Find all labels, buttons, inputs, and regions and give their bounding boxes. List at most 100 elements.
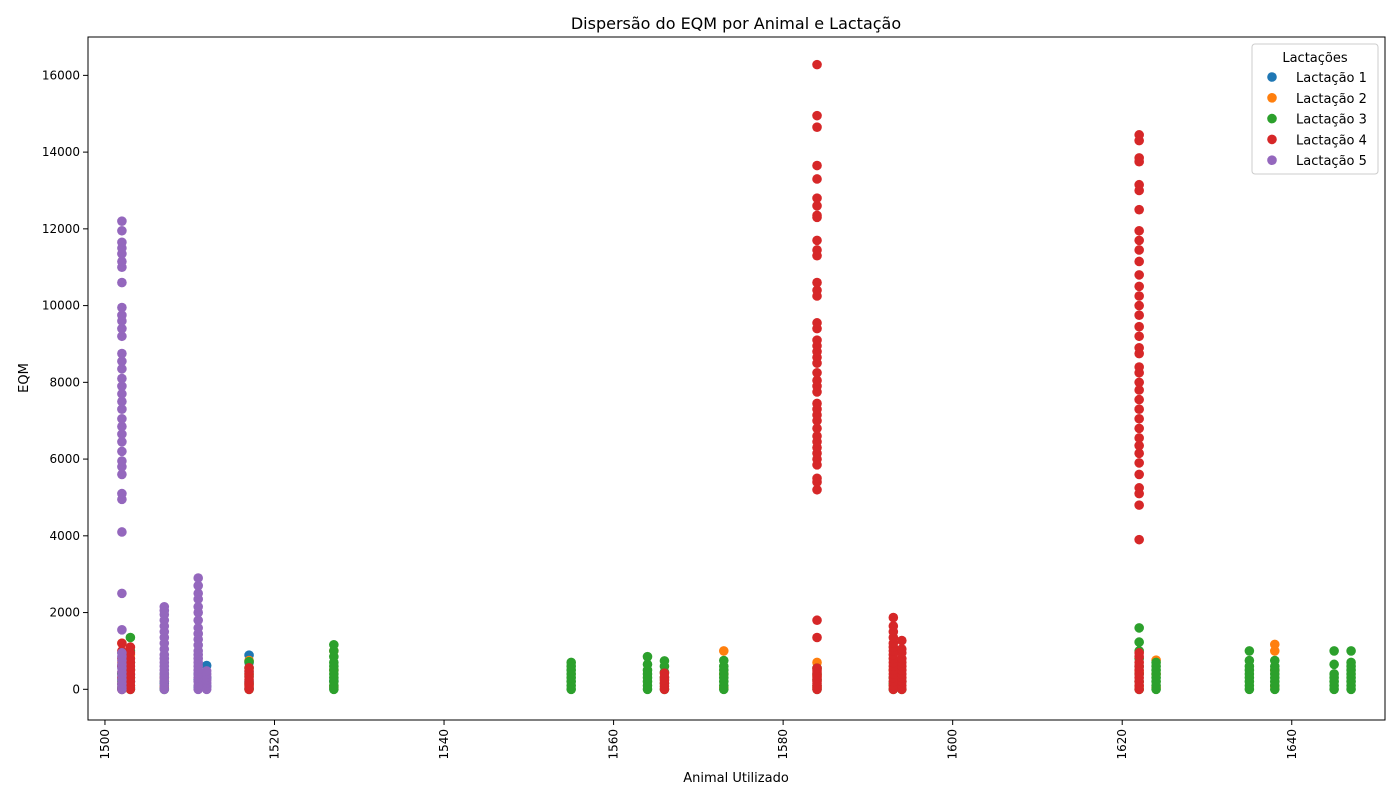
data-point: [1151, 657, 1161, 668]
data-point: [1134, 423, 1144, 434]
data-point: [117, 527, 127, 537]
data-point: [117, 373, 127, 384]
data-point: [1134, 321, 1144, 332]
legend-marker: [1267, 113, 1277, 124]
data-point: [193, 615, 204, 626]
data-point: [1134, 130, 1144, 140]
data-point: [812, 245, 822, 255]
data-point: [659, 656, 670, 666]
data-point: [812, 110, 822, 121]
data-point: [117, 404, 127, 414]
legend: Lactações Lactação 1 Lactação 2 Lactação 3…: [1251, 43, 1379, 175]
x-tick-label: 1620: [1115, 729, 1129, 760]
x-tick-label: 1640: [1285, 729, 1299, 760]
data-point: [1134, 179, 1144, 190]
data-point: [1269, 655, 1280, 666]
data-point: [812, 484, 822, 495]
y-tick-label: 0: [72, 682, 80, 696]
data-point: [812, 235, 822, 246]
data-points: [117, 59, 1356, 695]
data-point: [117, 625, 127, 635]
data-point: [193, 602, 204, 612]
data-point: [812, 632, 822, 643]
data-point: [117, 648, 127, 658]
data-point: [1244, 655, 1255, 666]
plot-frame: [87, 36, 1386, 721]
data-point: [125, 642, 136, 652]
data-point: [1134, 440, 1144, 451]
x-tick-label: 1600: [946, 729, 960, 760]
data-point: [812, 367, 822, 378]
data-point: [897, 635, 907, 646]
data-point: [1134, 404, 1144, 414]
data-point: [1134, 245, 1144, 255]
data-point: [117, 323, 127, 334]
data-point: [117, 381, 127, 391]
legend-label: Lactação 2: [1296, 92, 1367, 107]
data-point: [117, 237, 127, 248]
data-point: [1134, 534, 1144, 545]
data-point: [117, 413, 127, 424]
data-point: [117, 216, 127, 226]
legend-label: Lactação 3: [1296, 113, 1367, 128]
data-point: [117, 256, 127, 267]
data-point: [117, 356, 127, 367]
legend-entries: Lactação 1 Lactação 2 Lactação 3 Lactação 4…: [1267, 71, 1367, 169]
data-point: [897, 644, 907, 654]
legend-label: Lactação 1: [1296, 71, 1367, 86]
data-point: [1134, 281, 1144, 292]
data-point: [812, 398, 822, 409]
data-point: [812, 201, 822, 211]
data-point: [812, 210, 822, 221]
y-tick-label: 4000: [49, 529, 80, 543]
data-point: [329, 639, 339, 650]
data-point: [812, 663, 822, 673]
plot-area: [88, 37, 1385, 720]
data-point: [1134, 331, 1144, 342]
data-point: [812, 431, 822, 441]
data-point: [117, 396, 127, 407]
data-point: [1244, 646, 1255, 656]
data-point: [1134, 448, 1144, 459]
legend-marker: [1267, 93, 1277, 103]
data-point: [642, 651, 653, 662]
data-point: [117, 588, 127, 599]
legend-title: Lactações: [1282, 51, 1348, 66]
y-tick-label: 12000: [42, 222, 80, 236]
data-point: [1134, 483, 1144, 493]
data-point: [1134, 623, 1144, 633]
data-point: [1269, 639, 1280, 650]
y-tick-label: 16000: [42, 68, 80, 82]
data-point: [1134, 270, 1144, 280]
data-point: [117, 348, 127, 359]
data-point: [117, 638, 127, 649]
x-axis-ticks: 1500 1520 1540 1560 1580 1600 1620 1640: [98, 720, 1299, 760]
y-axis-ticks: 0 2000 4000 6000 8000 10000 12000 14000 16000: [42, 68, 88, 696]
y-tick-label: 2000: [49, 606, 80, 620]
data-point: [117, 277, 127, 288]
chart-title: Dispersão do EQM por Animal e Lactação: [571, 14, 901, 33]
data-point: [1329, 646, 1339, 656]
data-point: [117, 389, 127, 399]
legend-box: [1251, 43, 1379, 175]
data-point: [117, 437, 127, 447]
data-point: [193, 580, 204, 591]
data-point: [812, 318, 822, 328]
data-point: [718, 646, 729, 656]
data-point: [1134, 256, 1144, 267]
data-point: [1134, 291, 1144, 301]
data-point: [117, 310, 127, 320]
data-point: [812, 473, 822, 484]
legend-marker: [1267, 134, 1277, 145]
data-point: [1134, 385, 1144, 395]
data-point: [1134, 362, 1144, 372]
data-point: [1134, 469, 1144, 480]
data-point: [1134, 394, 1144, 405]
data-point: [193, 588, 204, 599]
data-point: [642, 659, 653, 670]
series-lactacao-4: [117, 59, 1144, 695]
data-point: [1134, 433, 1144, 443]
data-point: [1134, 637, 1144, 647]
data-point: [812, 122, 822, 132]
x-tick-label: 1580: [776, 729, 790, 760]
